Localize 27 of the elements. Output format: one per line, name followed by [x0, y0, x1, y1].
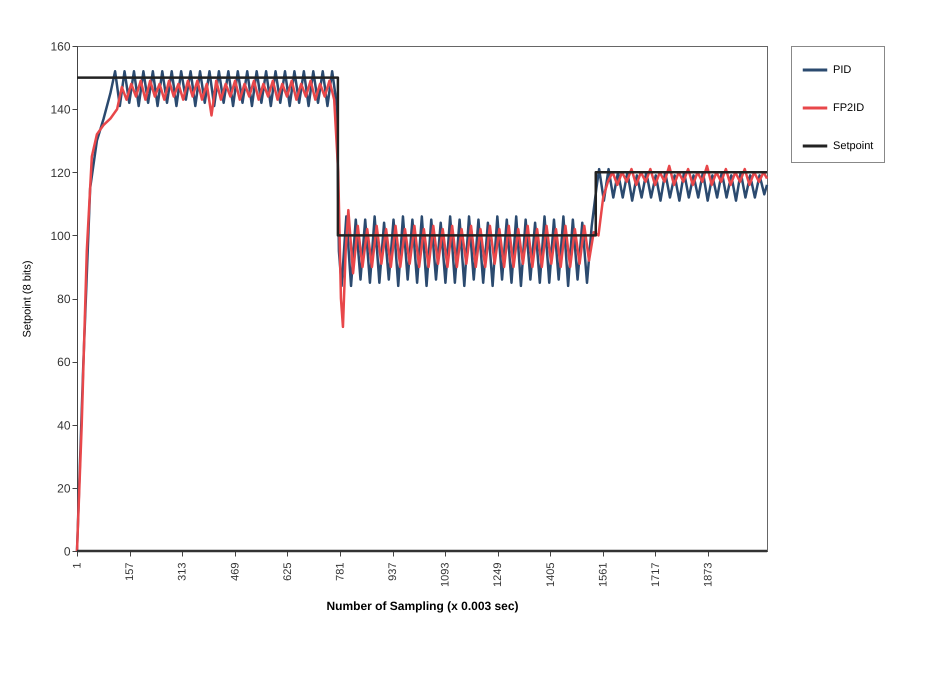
y-tick-label: 80: [57, 292, 71, 306]
x-tick-label: 1093: [440, 562, 452, 587]
x-tick-label: 1249: [492, 562, 504, 587]
x-tick-label: 1405: [544, 562, 557, 587]
x-tick-label: 625: [282, 562, 294, 581]
y-tick-label: 120: [50, 166, 71, 180]
x-tick-label: 1: [72, 562, 84, 569]
legend-label: Setpoint: [833, 140, 874, 152]
x-tick-label: 1717: [650, 562, 662, 587]
y-tick-label: 40: [57, 418, 71, 432]
legend-label: PID: [833, 64, 852, 76]
x-tick-label: 313: [176, 562, 189, 581]
x-tick-label: 1561: [597, 562, 610, 587]
legend-label: FP2ID: [833, 102, 864, 114]
y-tick-label: 160: [50, 40, 71, 54]
x-tick-label: 781: [334, 562, 346, 581]
x-tick-label: 469: [229, 562, 242, 581]
y-axis-title: Setpoint (8 bits): [21, 260, 34, 338]
y-tick-label: 0: [64, 544, 71, 558]
y-tick-label: 60: [57, 355, 71, 370]
y-tick-label: 100: [50, 228, 71, 243]
y-tick-label: 20: [57, 481, 71, 496]
y-tick-label: 140: [50, 102, 71, 117]
x-axis-title: Number of Sampling (x 0.003 sec): [326, 598, 519, 613]
x-tick-label: 157: [124, 562, 136, 581]
x-tick-label: 1873: [702, 562, 715, 587]
x-tick-label: 937: [387, 562, 400, 581]
